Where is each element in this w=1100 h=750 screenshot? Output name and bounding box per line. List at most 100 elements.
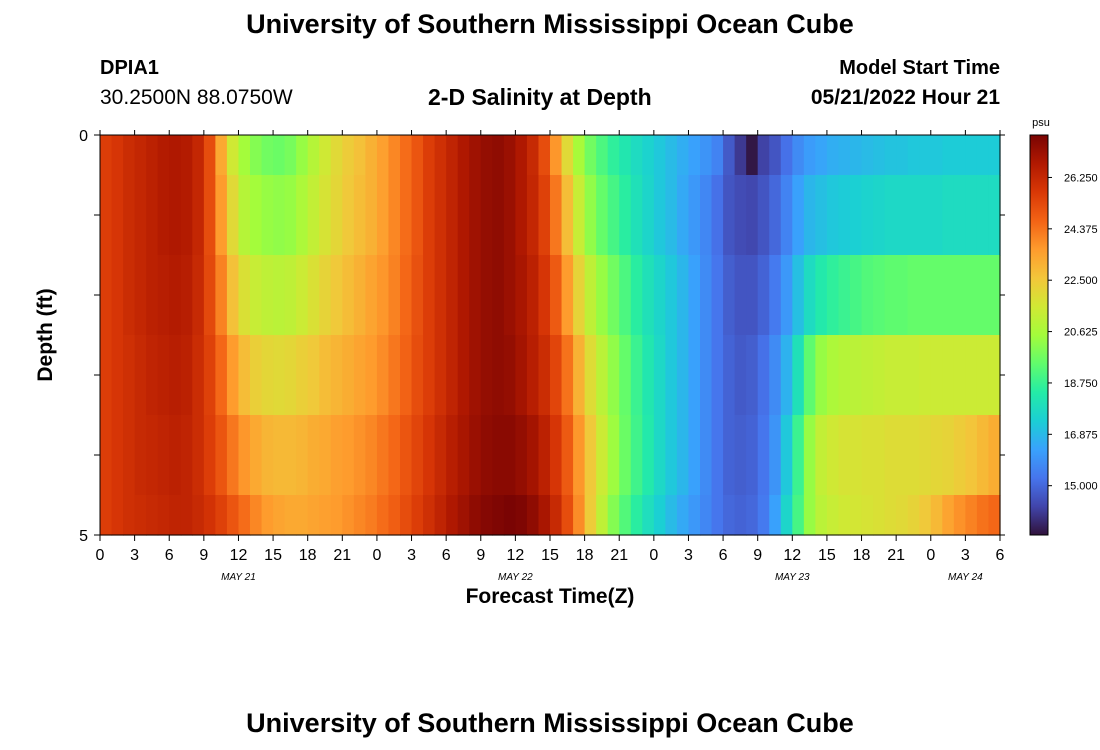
heatmap-cell [976,495,990,536]
heatmap-cell [319,175,332,256]
heatmap-cell [688,255,701,336]
heatmap-cell [815,415,828,496]
heatmap-cell [123,135,136,176]
heatmap-cell [815,135,828,176]
heatmap-cell [284,335,297,416]
heatmap-cell [238,255,251,336]
heatmap-cell [538,495,551,536]
heatmap-cell [526,415,540,496]
heatmap-cell [573,135,586,176]
heatmap-cell [919,135,932,176]
heatmap-cell [665,175,678,256]
heatmap-cell [676,415,690,496]
heatmap-cell [111,495,124,536]
heatmap-cell [169,255,182,336]
heatmap-cell [526,335,540,416]
heatmap-cell [688,335,701,416]
x-tick-label: 9 [476,547,485,564]
heatmap-cell [434,335,447,416]
heatmap-cell [630,495,643,536]
heatmap-cell [515,495,528,536]
x-tick-label: 9 [199,547,208,564]
heatmap-cell [469,135,482,176]
heatmap-cell [319,495,332,536]
x-tick-label: 12 [783,547,801,564]
heatmap-cell [100,135,113,176]
heatmap-cell [111,175,124,256]
heatmap-cell [353,335,366,416]
chart-title: University of Southern Mississippi Ocean… [246,9,854,39]
heatmap-cell [434,135,447,176]
heatmap-cell [319,135,332,176]
heatmap-cell [550,255,563,336]
heatmap-cell [711,335,724,416]
heatmap-cell [411,135,424,176]
heatmap-cell [446,415,459,496]
heatmap-cell [273,175,286,256]
heatmap-cell [503,495,516,536]
colorbar-tick-label: 20.625 [1064,327,1098,339]
heatmap-cell [480,495,493,536]
heatmap-cell [700,135,713,176]
heatmap-cell [653,335,666,416]
heatmap-cell [573,175,586,256]
heatmap-cell [296,415,309,496]
heatmap-cell [988,495,1001,536]
heatmap-cell [284,135,297,176]
heatmap-cell [988,135,1001,176]
heatmap-cell [792,335,805,416]
heatmap-cell [630,255,643,336]
heatmap-cell [284,175,297,256]
heatmap-cell [642,135,655,176]
x-tick-label: 18 [853,547,871,564]
heatmap-cell [723,135,736,176]
heatmap-cell [480,135,493,176]
heatmap-cell [492,495,505,536]
heatmap-cell [746,135,759,176]
heatmap-cell [700,175,713,256]
heatmap-cell [388,175,401,256]
heatmap-cell [330,335,343,416]
heatmap-cell [388,255,401,336]
heatmap-cell [365,135,378,176]
heatmap-cell [180,415,193,496]
heatmap-cell [676,255,690,336]
heatmap-cell [284,495,297,536]
heatmap-cell [423,175,436,256]
heatmap-cell [907,495,920,536]
heatmap-cell [769,135,782,176]
heatmap-cell [457,175,470,256]
chart-subtitle: 2-D Salinity at Depth [428,84,652,110]
heatmap-cell [930,495,943,536]
heatmap-cell [134,495,147,536]
heatmap-cell [342,415,355,496]
heatmap-cell [896,255,909,336]
heatmap-cell [250,495,263,536]
x-date-label: MAY 24 [948,572,983,583]
heatmap-cell [619,335,632,416]
heatmap-cell [769,175,782,256]
heatmap-cell [826,335,840,416]
heatmap-cell [169,495,182,536]
heatmap-cell [676,135,690,176]
heatmap-cell [146,255,159,336]
heatmap-cell [134,255,147,336]
x-tick-label: 9 [753,547,762,564]
x-axis-label: Forecast Time(Z) [465,585,635,608]
heatmap-cell [838,135,851,176]
heatmap-cell [942,415,955,496]
heatmap-cell [296,335,309,416]
heatmap-cell [307,335,320,416]
axes-group: 0 3 6 9 12 15 18 21 0 3 6 9 12 15 18 21 0 3 6 9 12 15 18 21 0 3 6 M… [79,128,1005,583]
heatmap-cell [238,175,251,256]
heatmap-cell [469,255,482,336]
heatmap-cell [550,335,563,416]
heatmap-cell [723,415,736,496]
heatmap-cell [953,255,966,336]
heatmap-cell [330,175,343,256]
colorbar: psu 26.250 24.375 22.500 20.625 18.750 16.875… [1029,117,1098,536]
heatmap-cell [169,335,182,416]
heatmap-cells [100,135,1001,536]
heatmap-cell [146,335,159,416]
heatmap-cell [388,135,401,176]
